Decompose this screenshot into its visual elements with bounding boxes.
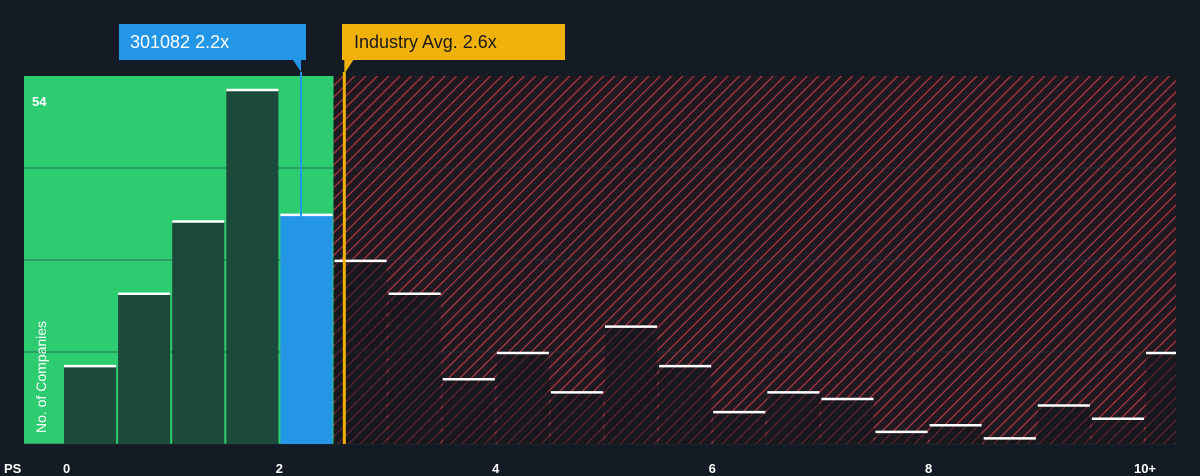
histogram-bar	[388, 292, 441, 444]
x-tick-label: 8	[925, 461, 932, 476]
histogram-bar	[713, 411, 766, 444]
industry-callout-box	[342, 24, 565, 60]
histogram-bar	[334, 259, 387, 444]
histogram-bar	[280, 213, 333, 444]
histogram-bar	[605, 325, 658, 444]
histogram-bar	[550, 391, 603, 444]
histogram-bar	[1037, 404, 1090, 444]
histogram-bar	[875, 430, 928, 444]
histogram-bar	[226, 89, 279, 444]
histogram-bar	[767, 391, 820, 444]
histogram-bar	[821, 397, 874, 444]
x-tick-label: 4	[492, 461, 500, 476]
x-tick-label: 6	[709, 461, 716, 476]
x-tick-label: 0	[63, 461, 70, 476]
histogram-bar	[442, 378, 495, 444]
histogram-bar	[64, 365, 117, 444]
x-tick-label: 10+	[1134, 461, 1156, 476]
company-callout-label: 301082 2.2x	[130, 32, 229, 52]
histogram-bar	[659, 365, 712, 444]
histogram-bar	[496, 351, 549, 444]
histogram-bar	[1146, 351, 1176, 444]
x-axis-title: PS	[4, 461, 22, 476]
histogram-bar	[983, 437, 1036, 444]
y-axis-label: No. of Companies	[33, 321, 49, 433]
industry-callout-pointer	[344, 60, 354, 74]
histogram-bar	[929, 424, 982, 444]
company-callout-pointer	[293, 60, 302, 72]
company-callout-box	[119, 24, 306, 60]
histogram-bar	[118, 292, 171, 444]
x-tick-label: 2	[276, 461, 283, 476]
histogram-bar	[1091, 417, 1144, 444]
y-max-label: 54	[32, 94, 47, 109]
industry-callout-label: Industry Avg. 2.6x	[354, 32, 497, 52]
histogram-bar	[172, 220, 225, 444]
